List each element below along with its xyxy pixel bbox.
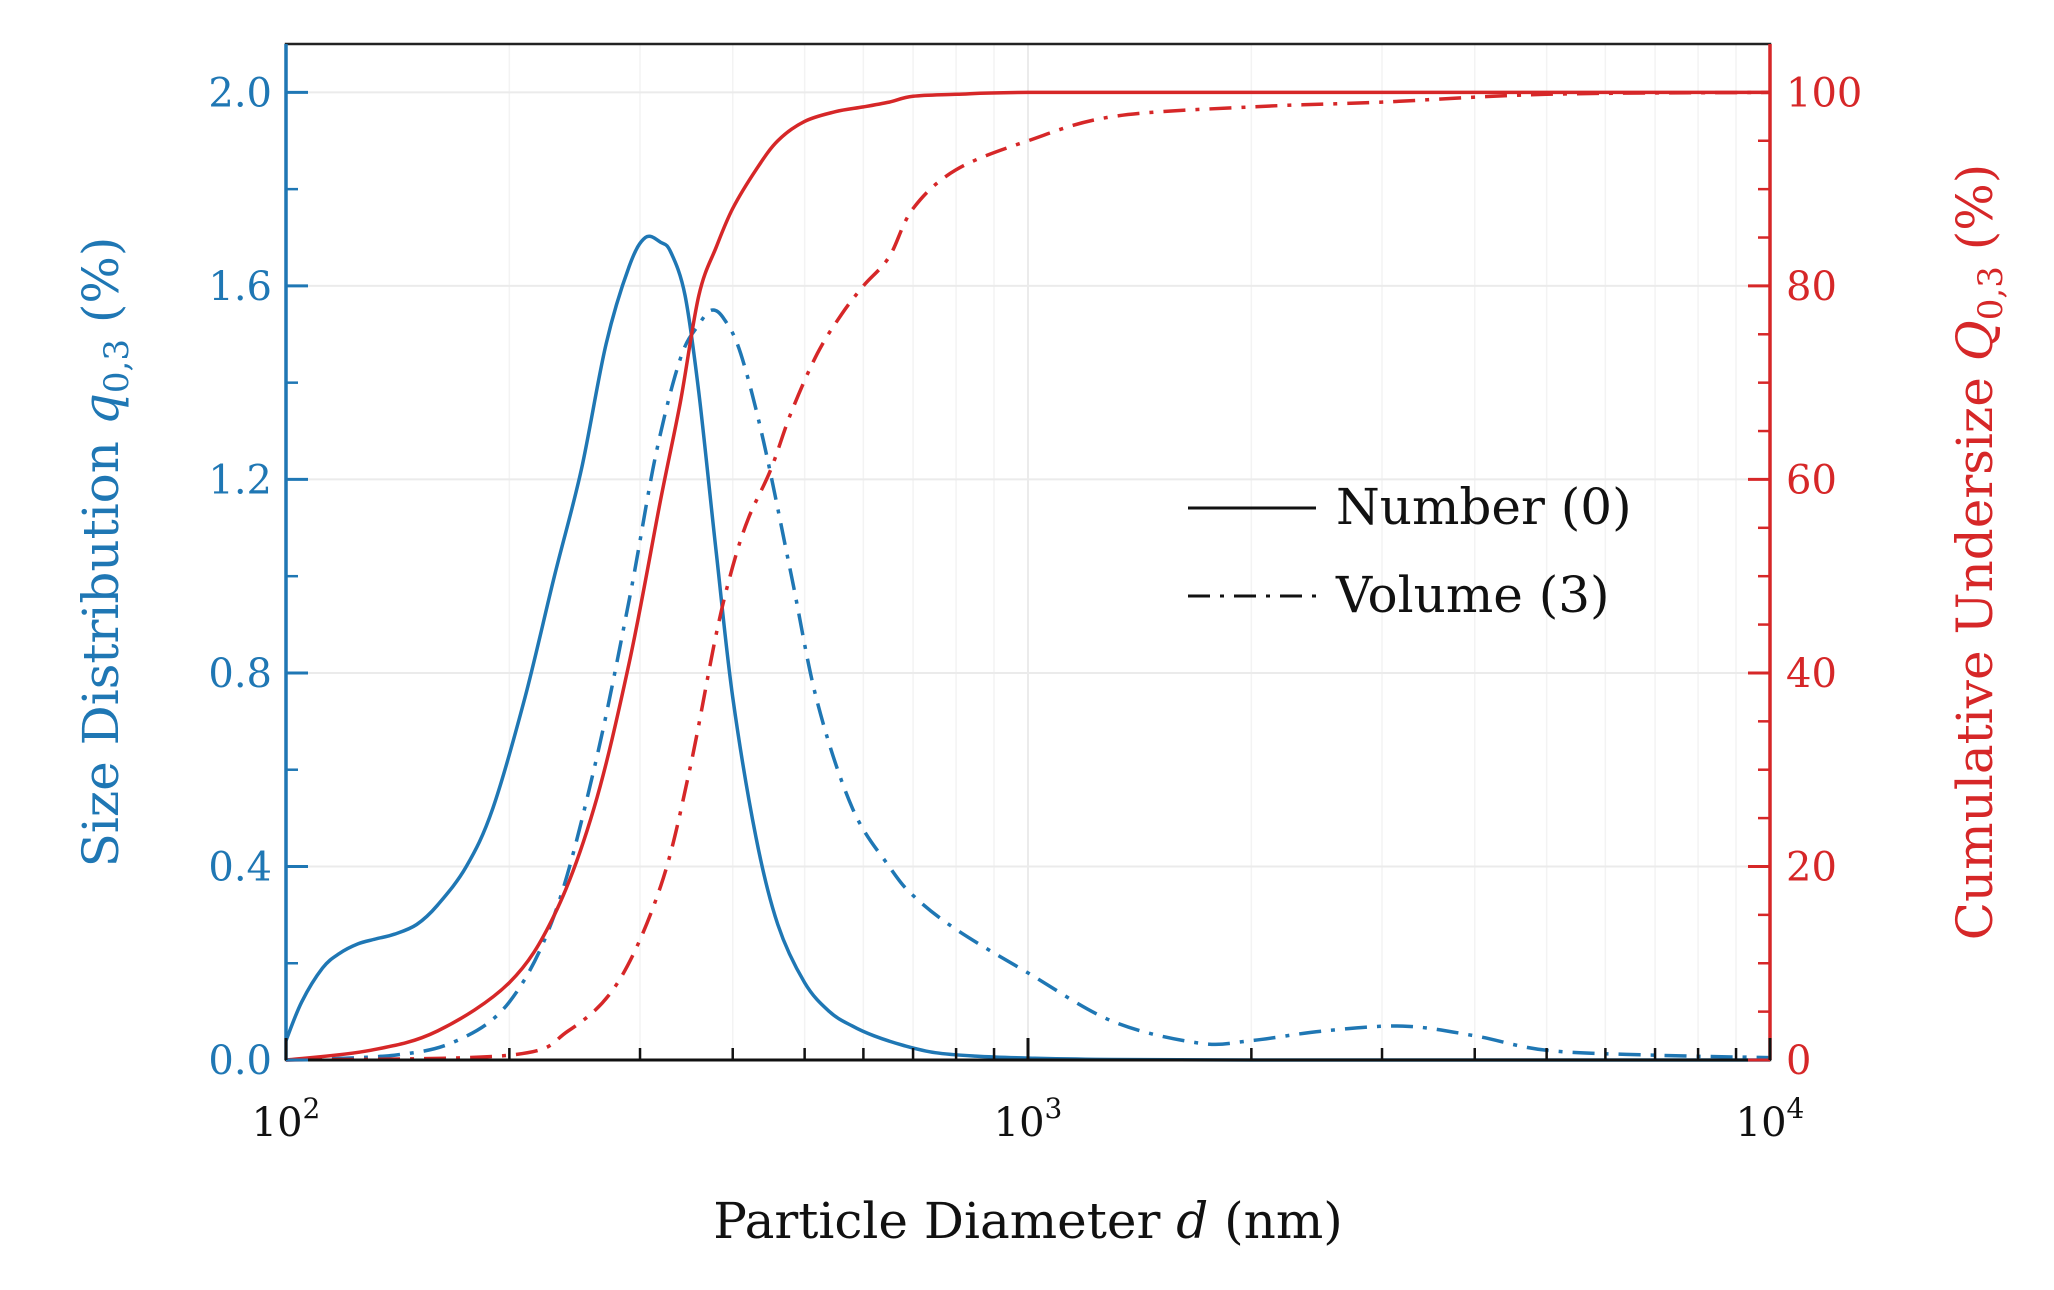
x-tick-label-base: 10: [1736, 1100, 1787, 1146]
series-q0-number-cumulative: [285, 90, 1770, 1062]
legend-label-number: Number (0): [1336, 478, 1632, 536]
x-axis-title-suffix: (nm): [1208, 1192, 1343, 1250]
left-axis-title-sub: 0,3: [97, 339, 137, 393]
x-tick-label-base: 10: [252, 1100, 303, 1146]
right-tick-label: 20: [1786, 844, 1837, 890]
x-tick-label-exponent: 4: [1787, 1092, 1805, 1125]
x-tick-label: 102: [252, 1092, 321, 1146]
left-tick-label: 0.8: [208, 651, 272, 697]
right-tick-label: 40: [1786, 651, 1837, 697]
left-tick-label: 2.0: [208, 70, 272, 116]
grid: [286, 44, 1770, 1060]
series-q3-volume-cumulative: [285, 90, 1771, 1062]
series-layer: [284, 90, 1771, 1062]
right-tick-label: 80: [1786, 264, 1837, 310]
right-axis-title: Cumulative Undersize Q0,3 (%): [1946, 164, 2011, 941]
x-axis-title: Particle Diameter d (nm): [713, 1192, 1343, 1250]
x-axis-title-var: d: [1176, 1192, 1208, 1250]
x-axis-title-prefix: Particle Diameter: [713, 1192, 1176, 1250]
series-q0-number-density: [284, 234, 1770, 1062]
left-axis-title-var: q: [72, 393, 130, 425]
series-q3-volume-density: [285, 308, 1771, 1062]
left-axis-title: Size Distribution q0,3 (%): [72, 237, 137, 868]
right-tick-label: 0: [1786, 1038, 1811, 1084]
x-tick-label: 103: [994, 1092, 1063, 1146]
right-tick-label: 60: [1786, 457, 1837, 503]
x-tick-label-exponent: 3: [1045, 1092, 1063, 1125]
x-tick-label-base: 10: [994, 1100, 1045, 1146]
left-axis-title-prefix: Size Distribution: [72, 425, 130, 867]
left-axis-title-suffix: (%): [72, 237, 130, 339]
left-tick-label: 0.0: [208, 1038, 272, 1084]
ticks: [284, 90, 1772, 1062]
right-axis-title-var: Q: [1946, 320, 2004, 361]
left-tick-label: 0.4: [208, 844, 272, 890]
right-axis-title-prefix: Cumulative Undersize: [1946, 361, 2004, 940]
x-tick-label: 104: [1736, 1092, 1805, 1146]
x-tick-label-exponent: 2: [303, 1092, 321, 1125]
right-tick-label: 100: [1786, 70, 1862, 116]
right-axis-title-suffix: (%): [1946, 164, 2004, 266]
left-tick-label: 1.2: [208, 457, 272, 503]
legend: Number (0) Volume (3): [1188, 478, 1632, 624]
left-tick-label: 1.6: [208, 264, 272, 310]
right-axis-title-sub: 0,3: [1971, 266, 2011, 320]
legend-label-volume: Volume (3): [1335, 566, 1610, 624]
